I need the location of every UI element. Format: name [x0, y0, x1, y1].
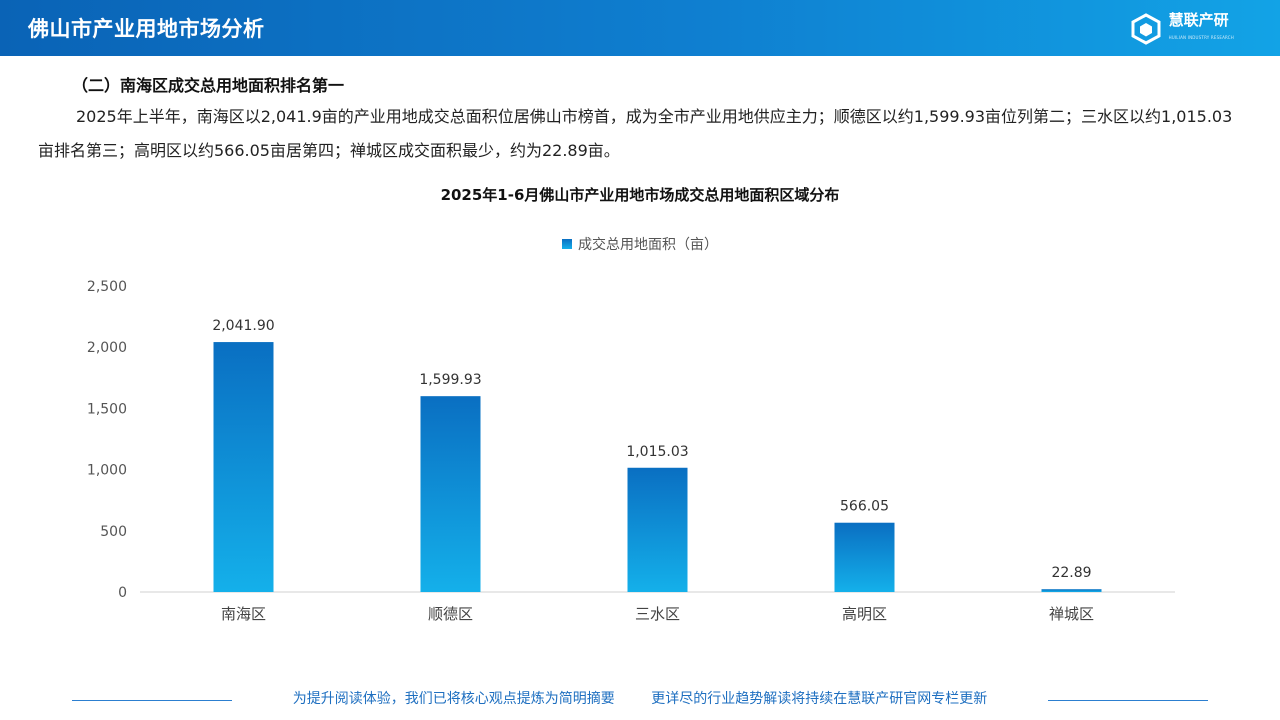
legend-label: 成交总用地面积（亩） [578, 237, 718, 253]
x-tick-label: 南海区 [221, 605, 266, 623]
logo-subtext: HUILIAN INDUSTRY RESEARCH [1168, 35, 1234, 40]
bar-data-label: 22.89 [1051, 565, 1091, 581]
page-title: 佛山市产业用地市场分析 [28, 17, 265, 41]
bar-data-label: 566.05 [840, 499, 889, 515]
brand-logo: 慧联产研 HUILIAN INDUSTRY RESEARCH [1129, 12, 1234, 46]
legend-swatch [562, 239, 572, 249]
y-tick-label: 1,000 [87, 463, 127, 479]
y-tick-label: 0 [118, 585, 127, 601]
x-tick-label: 三水区 [635, 605, 680, 623]
bar-1 [213, 342, 274, 592]
summary-paragraph: 2025年上半年，南海区以2,041.9亩的产业用地成交总面积位居佛山市榜首，成… [38, 107, 1233, 160]
bar-chart: 0 500 1,000 1,500 2,000 2,500 2,041.90 1,599.9… [87, 279, 1175, 623]
chart-legend: 成交总用地面积（亩） [0, 234, 1280, 254]
bar-2 [420, 396, 481, 592]
bar-3 [627, 467, 688, 592]
header-bar: 佛山市产业用地市场分析 慧联产研 HUILIAN INDUSTRY RESEAR… [0, 0, 1280, 56]
footer-line-left [72, 700, 232, 701]
bar-data-label: 1,015.03 [626, 444, 688, 460]
x-tick-label: 顺德区 [428, 605, 473, 623]
logo-text: 慧联产研 [1168, 11, 1229, 29]
section-title: （二）南海区成交总用地面积排名第一 [72, 76, 345, 95]
bar-5 [1041, 589, 1102, 592]
logo-wordmark: 慧联产研 HUILIAN INDUSTRY RESEARCH [1169, 12, 1234, 46]
y-tick-label: 500 [100, 524, 127, 540]
y-tick-label: 2,500 [87, 279, 127, 295]
footer: 为提升阅读体验，我们已将核心观点提炼为简明摘要 更详尽的行业趋势解读将持续在慧联… [0, 688, 1280, 714]
y-tick-label: 2,000 [87, 340, 127, 356]
chart-title: 2025年1-6月佛山市产业用地市场成交总用地面积区域分布 [440, 186, 840, 204]
bar-4 [834, 522, 895, 592]
footer-text: 为提升阅读体验，我们已将核心观点提炼为简明摘要 更详尽的行业趋势解读将持续在慧联… [0, 688, 1280, 708]
footer-right-text: 更详尽的行业趋势解读将持续在慧联产研官网专栏更新 [651, 691, 988, 707]
bar-data-label: 1,599.93 [419, 372, 481, 388]
y-tick-label: 1,500 [87, 401, 127, 417]
cube-logo-icon [1131, 13, 1161, 45]
footer-left-text: 为提升阅读体验，我们已将核心观点提炼为简明摘要 [292, 691, 615, 707]
footer-line-right [1048, 700, 1208, 701]
x-tick-label: 高明区 [842, 605, 887, 623]
bar-data-label: 2,041.90 [212, 318, 274, 334]
x-tick-label: 禅城区 [1049, 605, 1094, 623]
